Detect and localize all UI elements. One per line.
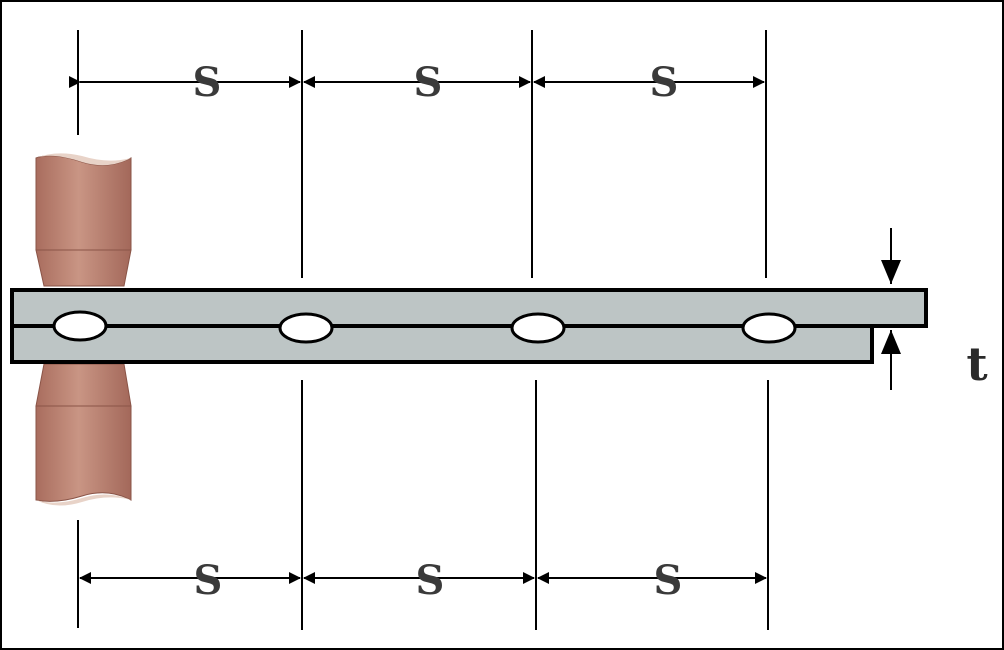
thickness-label: t: [966, 337, 988, 391]
electrode-top-icon: [35, 153, 132, 287]
weld-nugget: [52, 310, 108, 342]
spacing-label-top-1: S: [193, 59, 222, 106]
weld-nugget: [741, 312, 797, 344]
thickness-indicator: [881, 228, 901, 390]
weld-nugget: [278, 312, 334, 344]
spacing-label-top-3: S: [650, 59, 679, 106]
bottom-sheet: [10, 324, 874, 364]
electrode-bottom-icon: [35, 363, 132, 506]
spacing-label-top-2: S: [414, 59, 443, 106]
weld-nugget: [510, 312, 566, 344]
sheet-stack: [10, 288, 928, 364]
spacing-label-bottom-1: S: [194, 557, 223, 604]
weld-nuggets: [52, 310, 797, 344]
spacing-label-bottom-2: S: [416, 557, 445, 604]
spacing-label-bottom-3: S: [654, 557, 683, 604]
spacing-lines-bottom: [77, 380, 769, 630]
